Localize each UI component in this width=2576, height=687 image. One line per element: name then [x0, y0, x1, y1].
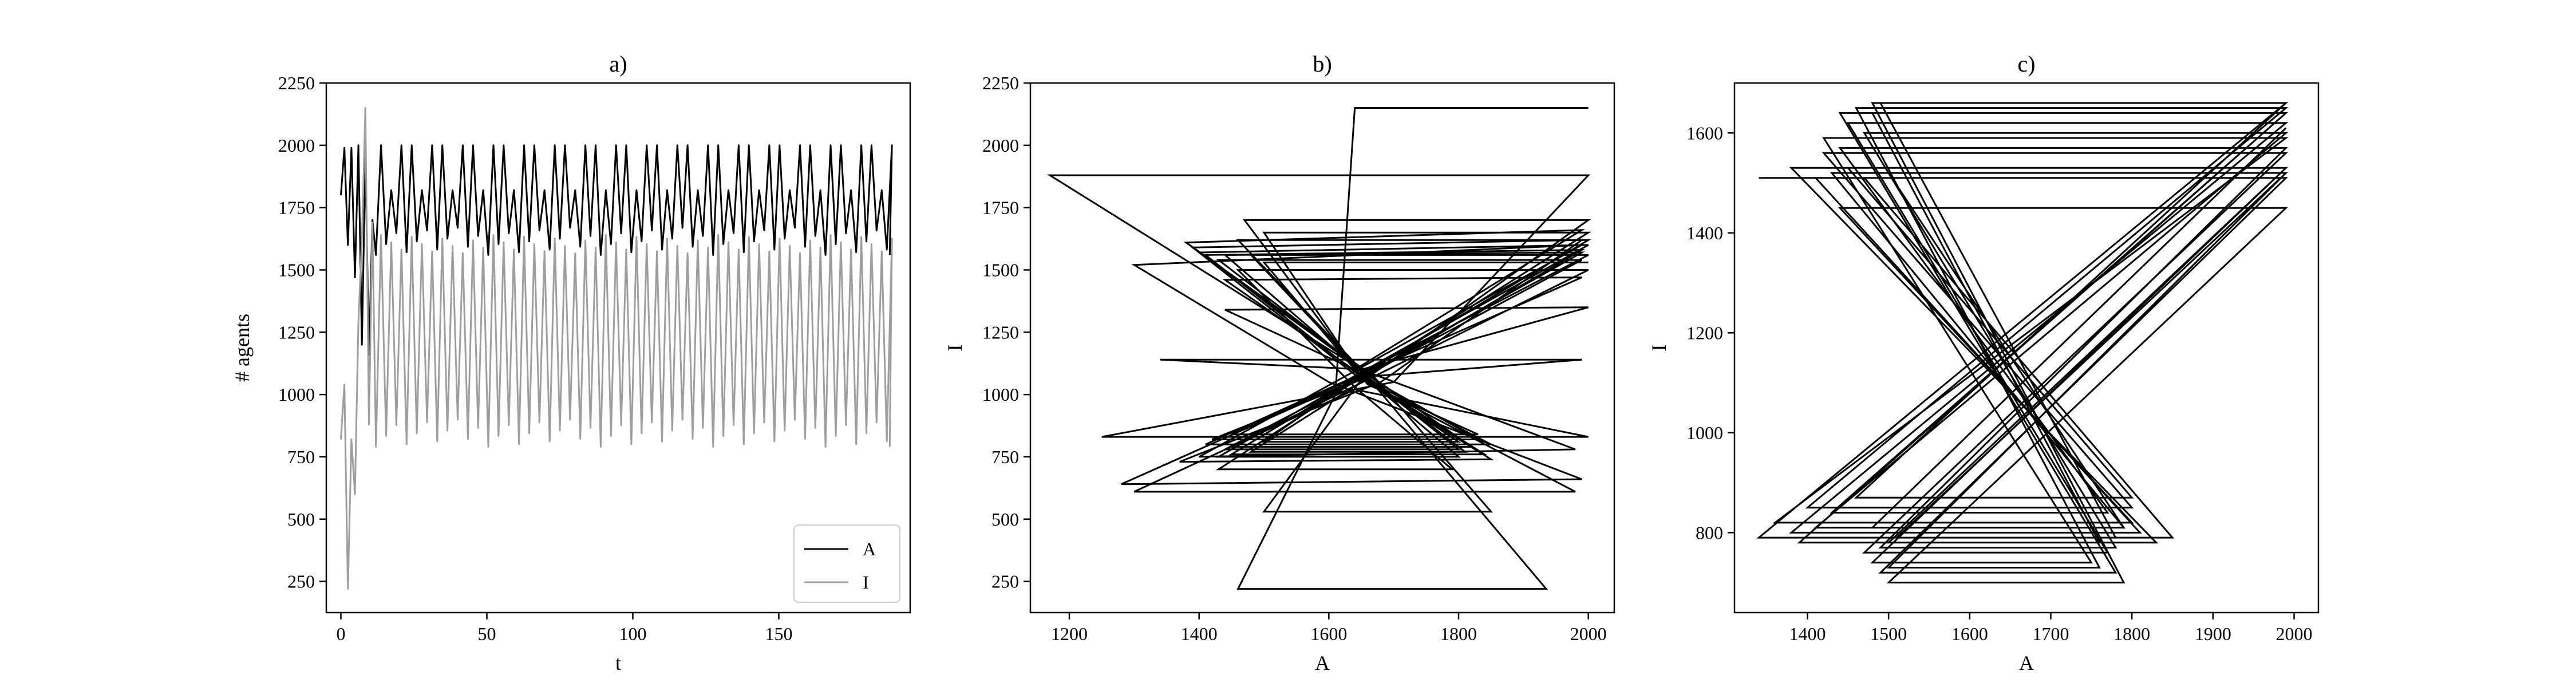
x-tick-label: 2000	[1570, 623, 1607, 644]
y-tick-label: 1600	[1686, 123, 1723, 143]
y-tick-label: 2000	[982, 135, 1019, 156]
y-tick-label: 1500	[982, 259, 1019, 280]
y-tick-label: 500	[991, 509, 1019, 530]
axes-frame	[1029, 82, 1615, 614]
panel-title: a)	[609, 51, 627, 77]
x-tick-label: 1900	[2195, 623, 2231, 644]
y-tick-label: 750	[991, 447, 1019, 467]
plot-area	[340, 107, 893, 590]
y-tick-label: 1500	[278, 259, 315, 280]
y-tick-label: 250	[287, 571, 315, 592]
plot-area	[1756, 102, 2289, 584]
y-tick-label: 750	[287, 447, 315, 467]
y-tick-label: 1250	[278, 322, 315, 342]
y-tick-label: 1000	[1686, 423, 1723, 443]
y-tick-label: 1250	[982, 322, 1019, 342]
panel-a: 0 50 100 150 250 500 750 1000 1250 1500 1750 2000 22…	[231, 51, 911, 674]
phase-trajectory-line	[1046, 107, 1592, 590]
y-axis-label: I	[943, 345, 966, 352]
y-tick-label: 1750	[982, 198, 1019, 218]
y-tick-label: 2250	[982, 73, 1019, 93]
y-axis-label: I	[1647, 345, 1670, 352]
x-tick-label: 1800	[1440, 623, 1477, 644]
y-tick-label: 1400	[1686, 223, 1723, 243]
x-tick-label: 1400	[1181, 623, 1218, 644]
panel-title: c)	[2017, 51, 2035, 77]
y-tick-label: 1000	[278, 384, 315, 405]
phase-trajectory-line	[1756, 102, 2289, 584]
x-axis-label: t	[615, 652, 621, 674]
x-tick-label: 150	[765, 623, 793, 644]
y-tick-label: 1750	[278, 198, 315, 218]
x-tick-label: 1600	[1951, 623, 1988, 644]
y-tick-label: 1200	[1686, 322, 1723, 343]
legend-box	[793, 524, 900, 603]
series-line-A	[340, 144, 893, 356]
y-axis-label: # agents	[231, 314, 254, 382]
x-tick-label: 1400	[1789, 623, 1826, 644]
x-tick-label: 0	[337, 623, 346, 644]
y-tick-label: 500	[287, 509, 315, 530]
x-tick-label: 50	[478, 623, 496, 644]
x-tick-label: 1200	[1051, 623, 1088, 644]
axes-frame	[1733, 82, 2320, 614]
x-tick-label: 2000	[2276, 623, 2313, 644]
legend-label-A: A	[863, 539, 876, 559]
y-tick-label: 2000	[278, 135, 315, 156]
x-axis-label: A	[1315, 652, 1330, 674]
panel-title: b)	[1313, 51, 1332, 77]
y-tick-label: 800	[1696, 522, 1723, 543]
x-tick-label: 1800	[2113, 623, 2150, 644]
x-tick-label: 1700	[2033, 623, 2069, 644]
y-tick-label: 250	[991, 571, 1019, 592]
legend: AI	[793, 524, 900, 603]
plot-area	[1046, 107, 1592, 590]
panel-b: 1200 1400 1600 1800 2000 250 500 750 1000 1250 150…	[943, 51, 1615, 674]
x-tick-label: 100	[619, 623, 647, 644]
y-tick-label: 1000	[982, 384, 1019, 405]
series-line-I	[340, 107, 893, 590]
axes-frame	[325, 82, 911, 614]
panel-c: 1400 1500 1600 1700 1800 1900 2000 800 1000 1200 1…	[1647, 51, 2320, 674]
x-axis-label: A	[2019, 652, 2034, 674]
legend-label-I: I	[863, 572, 869, 593]
x-tick-label: 1500	[1870, 623, 1907, 644]
x-tick-label: 1600	[1310, 623, 1347, 644]
y-tick-label: 2250	[278, 73, 315, 93]
